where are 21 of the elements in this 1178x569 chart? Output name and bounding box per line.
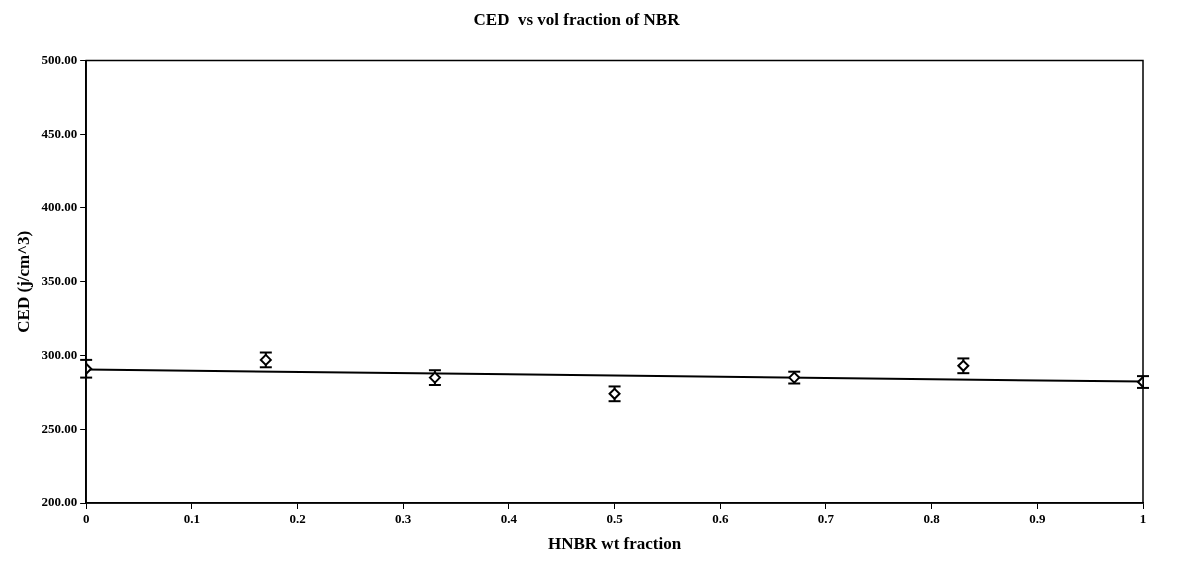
x-tick-label: 0.4 xyxy=(500,511,518,527)
y-axis-title: CED (j/cm^3) xyxy=(13,230,33,333)
y-tick-label: 500.00 xyxy=(41,51,78,67)
x-tick-label: 0.8 xyxy=(923,511,941,527)
x-tick-label: 0.9 xyxy=(1029,511,1046,527)
y-tick-label: 200.00 xyxy=(41,494,78,510)
y-tick-label: 400.00 xyxy=(41,199,78,215)
chart-title: CED vs vol fraction of NBR xyxy=(473,9,681,29)
x-tick-label: 0.5 xyxy=(606,511,624,527)
x-tick-label: 0 xyxy=(82,511,90,527)
y-tick-label: 250.00 xyxy=(41,420,78,436)
x-tick-label: 0.2 xyxy=(289,511,306,527)
x-tick-label: 0.1 xyxy=(183,511,200,527)
y-tick-label: 300.00 xyxy=(41,346,78,362)
x-axis-title: HNBR wt fraction xyxy=(548,534,682,554)
x-tick-label: 0.7 xyxy=(817,511,835,527)
y-tick-label: 450.00 xyxy=(41,125,78,141)
x-tick-label: 0.6 xyxy=(712,511,729,527)
x-tick-label: 1 xyxy=(1139,511,1147,527)
y-tick-label: 350.00 xyxy=(41,273,78,289)
x-tick-label: 0.3 xyxy=(395,511,412,527)
